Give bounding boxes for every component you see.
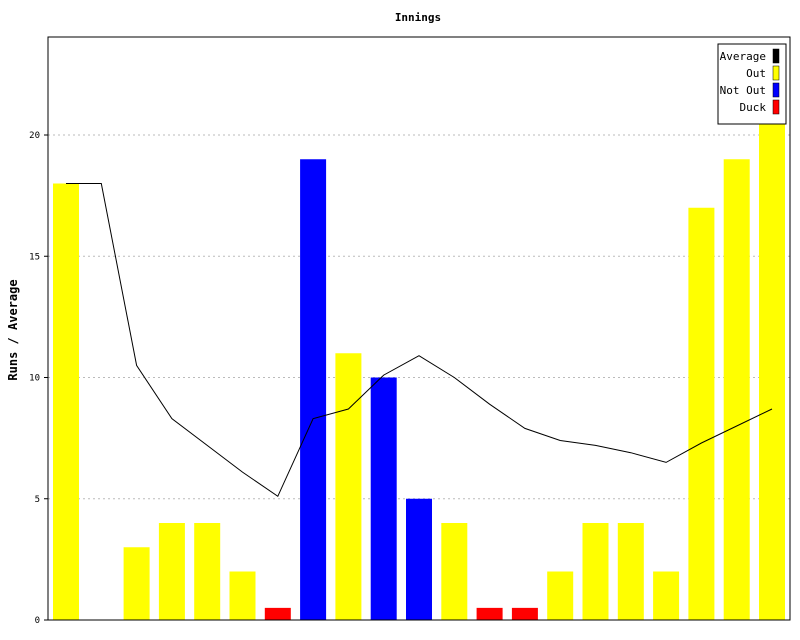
- bar-out: [194, 523, 221, 620]
- bar-out: [547, 571, 574, 620]
- bar-out: [653, 571, 680, 620]
- plot-frame: [47, 36, 791, 621]
- legend-label: Out: [746, 67, 766, 80]
- gridlines: [48, 134, 790, 500]
- bars: [53, 110, 785, 620]
- legend-label: Duck: [740, 101, 767, 114]
- legend-swatch: [772, 65, 780, 81]
- bar-out: [229, 571, 256, 620]
- legend-label: Not Out: [720, 84, 766, 97]
- bar-out: [158, 523, 185, 620]
- chart-title: Innings: [395, 11, 441, 24]
- bar-out: [759, 110, 785, 620]
- legend: Average Out Not Out Duck: [717, 43, 787, 125]
- y-tick-label: 10: [29, 374, 40, 384]
- bar-out: [123, 547, 150, 620]
- bar-not-out: [406, 498, 432, 620]
- bar-out: [335, 353, 362, 620]
- y-ticks: 0 5 10 15 20: [29, 131, 48, 626]
- legend-swatch: [772, 82, 780, 98]
- y-tick-label: 15: [29, 252, 40, 262]
- legend-label: Average: [720, 50, 766, 63]
- average-line: [66, 183, 773, 498]
- legend-swatch: [772, 48, 780, 64]
- average-line-group: [66, 183, 773, 498]
- bar-out: [688, 207, 715, 620]
- bar-out: [617, 523, 644, 620]
- bar-duck: [264, 607, 291, 620]
- y-tick-label: 0: [35, 616, 40, 626]
- bar-out: [582, 523, 609, 620]
- bar-out: [441, 523, 468, 620]
- bar-duck: [511, 607, 538, 620]
- bar-not-out: [370, 377, 397, 620]
- bar-out: [723, 159, 750, 620]
- bar-not-out: [300, 159, 327, 620]
- bar-out: [53, 183, 79, 620]
- y-axis-label: Runs / Average: [6, 279, 20, 380]
- bar-duck: [476, 607, 503, 620]
- y-tick-label: 20: [29, 131, 40, 141]
- y-tick-label: 5: [35, 495, 40, 505]
- legend-swatch: [772, 99, 780, 115]
